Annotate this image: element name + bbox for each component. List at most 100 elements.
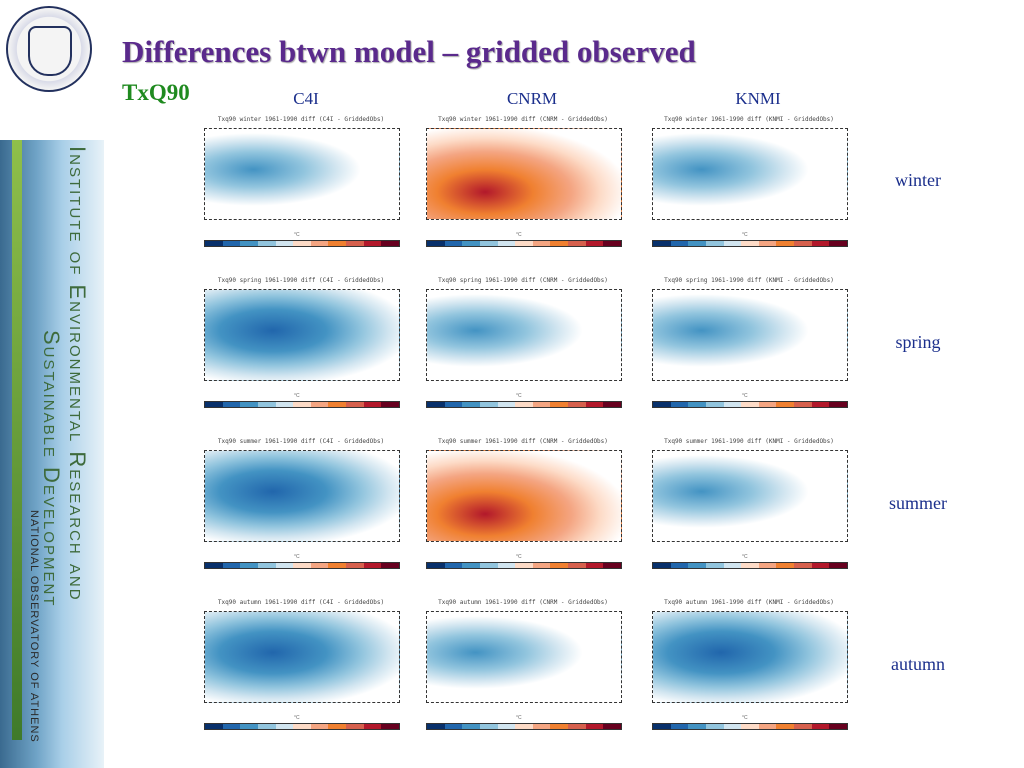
colorbar-swatch: [568, 563, 586, 568]
temperature-difference-map: [426, 450, 622, 542]
temperature-difference-map: [652, 450, 848, 542]
colorbar: [204, 562, 400, 569]
colorbar-swatch: [222, 241, 241, 246]
colorbar-swatch: [462, 402, 480, 407]
colorbar-swatch: [705, 563, 724, 568]
map-panel-title: Txq90 summer 1961-1990 diff (KNMI - Grid…: [664, 438, 834, 445]
colorbar-swatch: [497, 563, 516, 568]
map-panel-winter-c4i: Txq90 winter 1961-1990 diff (C4I - Gridd…: [198, 116, 404, 258]
colorbar-swatch: [670, 724, 689, 729]
temperature-difference-map: [204, 611, 400, 703]
logo-emblem-icon: [28, 26, 72, 76]
colorbar-swatch: [794, 402, 812, 407]
temperature-difference-map: [652, 611, 848, 703]
colorbar-swatch: [346, 724, 364, 729]
map-panel-summer-c4i: Txq90 summer 1961-1990 diff (C4I - Gridd…: [198, 438, 404, 580]
colorbar: [652, 562, 848, 569]
colorbar-unit-label: °C: [742, 715, 748, 721]
colorbar-swatch: [550, 402, 569, 407]
column-header-cnrm: CNRM: [506, 89, 558, 108]
colorbar-swatch: [723, 402, 742, 407]
colorbar-swatch: [532, 241, 551, 246]
colorbar-unit-label: °C: [742, 554, 748, 560]
row-label-autumn: autumn: [891, 654, 945, 674]
colorbar-swatch: [275, 724, 294, 729]
colorbar-swatch: [688, 724, 706, 729]
sidebar-green-strip: [12, 140, 22, 740]
colorbar-swatch: [427, 724, 445, 729]
slide-title: Differences btwn model – gridded observe…: [122, 34, 696, 69]
colorbar-swatch: [688, 241, 706, 246]
colorbar-swatch: [550, 724, 569, 729]
colorbar: [652, 723, 848, 730]
colorbar-swatch: [585, 724, 604, 729]
temperature-difference-map: [204, 289, 400, 381]
map-panel-summer-knmi: Txq90 summer 1961-1990 diff (KNMI - Grid…: [646, 438, 852, 580]
colorbar-swatch: [205, 563, 223, 568]
colorbar-swatch: [515, 402, 533, 407]
colorbar-unit-label: °C: [516, 232, 522, 238]
colorbar-swatch: [381, 724, 400, 729]
colorbar: [204, 401, 400, 408]
colorbar-swatch: [670, 241, 689, 246]
colorbar-swatch: [205, 724, 223, 729]
map-panel-winter-cnrm: Txq90 winter 1961-1990 diff (CNRM - Grid…: [420, 116, 626, 258]
colorbar-unit-label: °C: [294, 232, 300, 238]
colorbar-unit-label: °C: [294, 715, 300, 721]
colorbar-swatch: [240, 724, 258, 729]
colorbar-swatch: [310, 724, 329, 729]
colorbar-swatch: [741, 563, 759, 568]
colorbar-swatch: [532, 402, 551, 407]
colorbar-swatch: [794, 724, 812, 729]
colorbar: [652, 240, 848, 247]
colorbar-swatch: [497, 402, 516, 407]
colorbar: [426, 240, 622, 247]
colorbar-swatch: [222, 402, 241, 407]
colorbar-swatch: [585, 402, 604, 407]
temperature-difference-map: [426, 611, 622, 703]
colorbar-swatch: [363, 563, 382, 568]
colorbar: [204, 240, 400, 247]
temperature-difference-map: [204, 128, 400, 220]
colorbar-swatch: [328, 402, 347, 407]
colorbar-swatch: [381, 241, 400, 246]
colorbar-swatch: [462, 724, 480, 729]
colorbar-swatch: [479, 724, 498, 729]
colorbar-swatch: [776, 241, 795, 246]
map-panel-title: Txq90 autumn 1961-1990 diff (KNMI - Grid…: [664, 599, 834, 606]
colorbar-swatch: [568, 724, 586, 729]
colorbar-swatch: [310, 241, 329, 246]
colorbar-unit-label: °C: [742, 232, 748, 238]
colorbar-swatch: [497, 241, 516, 246]
map-panel-title: Txq90 spring 1961-1990 diff (CNRM - Grid…: [438, 277, 608, 284]
colorbar-unit-label: °C: [516, 554, 522, 560]
temperature-difference-map: [426, 128, 622, 220]
colorbar-swatch: [205, 402, 223, 407]
map-panel-title: Txq90 autumn 1961-1990 diff (CNRM - Grid…: [438, 599, 608, 606]
colorbar: [426, 401, 622, 408]
sidebar-institute-line2: Sustainable Development: [39, 330, 64, 608]
colorbar-swatch: [585, 563, 604, 568]
colorbar-swatch: [240, 402, 258, 407]
colorbar: [426, 723, 622, 730]
colorbar-swatch: [293, 724, 311, 729]
colorbar-swatch: [346, 402, 364, 407]
colorbar-swatch: [381, 563, 400, 568]
colorbar-swatch: [829, 563, 848, 568]
colorbar-swatch: [688, 402, 706, 407]
colorbar-swatch: [479, 563, 498, 568]
colorbar-unit-label: °C: [516, 715, 522, 721]
colorbar-swatch: [568, 402, 586, 407]
temperature-difference-map: [652, 289, 848, 381]
colorbar-swatch: [427, 402, 445, 407]
column-header-knmi: KNMI: [735, 89, 781, 108]
colorbar-swatch: [741, 724, 759, 729]
colorbar-swatch: [427, 563, 445, 568]
colorbar-swatch: [310, 402, 329, 407]
colorbar-swatch: [346, 563, 364, 568]
temperature-difference-map: [426, 289, 622, 381]
colorbar-swatch: [515, 724, 533, 729]
colorbar-swatch: [363, 402, 382, 407]
colorbar-swatch: [515, 241, 533, 246]
colorbar-swatch: [603, 241, 622, 246]
